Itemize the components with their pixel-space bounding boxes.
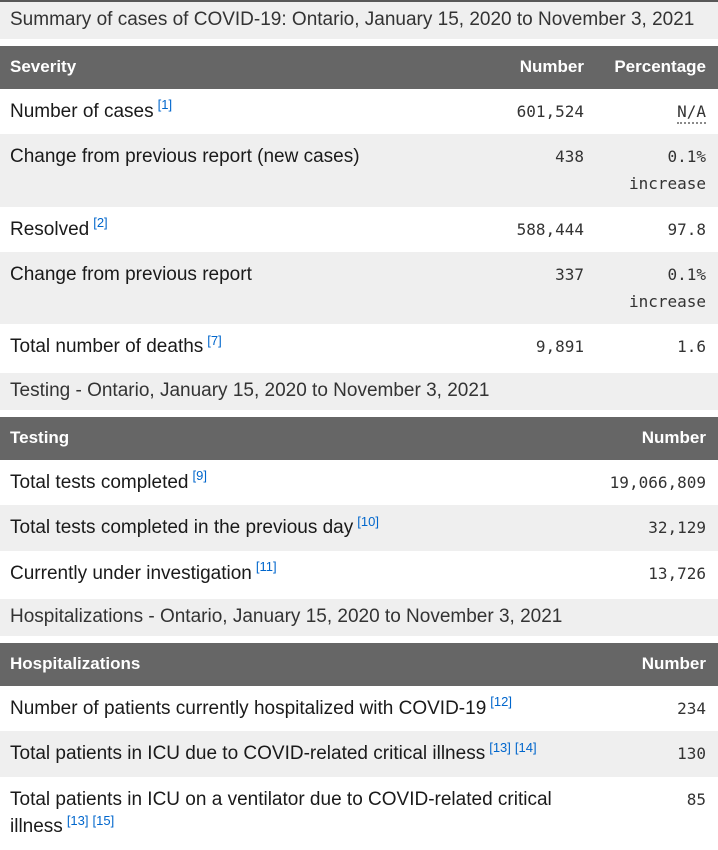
number-value: 19,066,809: [609, 472, 706, 492]
table-row: Currently under investigation [11] 13,726: [0, 551, 718, 597]
footnote-link[interactable]: [9]: [192, 468, 207, 484]
column-header: Number: [588, 642, 718, 686]
number-value: 601,524: [516, 101, 584, 121]
number-value: 85: [686, 789, 706, 809]
hospitalizations-table: Hospitalizations Number Number of patient…: [0, 642, 718, 850]
row-label: Total number of deaths [7]: [10, 333, 222, 358]
footnote-link[interactable]: [12]: [490, 694, 512, 710]
footnote-link[interactable]: [13]: [66, 813, 89, 829]
table-row: Total number of deaths [7] 9,891 1.6: [0, 324, 718, 370]
column-header: Severity: [0, 45, 478, 89]
percentage-value: 0.1% increase: [596, 252, 718, 324]
percentage-value: 1.6: [677, 337, 706, 357]
row-label: Change from previous report: [10, 264, 252, 286]
severity-table: Severity Number Percentage Number of cases…: [0, 45, 718, 370]
percentage-value: 0.1% increase: [596, 134, 718, 206]
footnote-link[interactable]: [2]: [93, 215, 108, 231]
footnote-link[interactable]: [1]: [157, 97, 173, 113]
number-value: 32,129: [648, 518, 706, 538]
table-header-row: Testing Number: [0, 416, 718, 460]
row-label: Resolved [2]: [10, 215, 108, 240]
number-value: 234: [677, 698, 706, 718]
number-value: 130: [677, 744, 706, 764]
row-label: Total tests completed [9]: [10, 468, 207, 493]
table-row: Resolved [2] 588,444 97.8: [0, 207, 718, 253]
percentage-note: increase: [628, 174, 706, 194]
number-value: 337: [555, 265, 584, 285]
footnote-link[interactable]: [13]: [489, 739, 511, 755]
row-label: Total patients in ICU due to COVID-relat…: [10, 739, 537, 765]
footnote-link[interactable]: [14]: [514, 739, 537, 755]
number-value: 13,726: [648, 563, 706, 583]
table-row: Number of patients currently hospitalize…: [0, 686, 718, 732]
table-row: Total tests completed in the previous da…: [0, 505, 718, 551]
column-header: Number: [588, 416, 718, 460]
column-header: Number: [478, 45, 596, 89]
row-label: Total patients in ICU on a ventilator du…: [10, 788, 552, 838]
section-heading-summary: Summary of cases of COVID-19: Ontario, J…: [0, 2, 718, 39]
footnote-link[interactable]: [7]: [207, 333, 222, 349]
column-header: Percentage: [596, 45, 718, 89]
footnote-link[interactable]: [11]: [255, 559, 277, 575]
row-label: Number of cases [1]: [10, 97, 173, 122]
footnote-link[interactable]: [10]: [357, 513, 379, 529]
table-row: Total patients in ICU on a ventilator du…: [0, 777, 718, 850]
table-row: Total tests completed [9] 19,066,809: [0, 460, 718, 506]
section-heading-hospitalizations: Hospitalizations - Ontario, January 15, …: [0, 599, 718, 636]
row-label: Change from previous report (new cases): [10, 146, 360, 168]
table-row: Change from previous report 337 0.1% increa…: [0, 252, 718, 325]
footnote-link[interactable]: [15]: [92, 813, 115, 829]
table-row: Total patients in ICU due to COVID-relat…: [0, 731, 718, 777]
column-header: Hospitalizations: [0, 642, 588, 686]
na-abbreviation: N/A: [677, 101, 706, 124]
section-heading-testing: Testing - Ontario, January 15, 2020 to N…: [0, 372, 718, 410]
number-value: 588,444: [516, 219, 584, 239]
table-header-row: Hospitalizations Number: [0, 642, 718, 686]
row-label: Total tests completed in the previous da…: [10, 513, 379, 539]
row-label: Number of patients currently hospitalize…: [10, 694, 512, 719]
row-label: Currently under investigation [11]: [10, 559, 277, 584]
number-value: 438: [555, 147, 584, 167]
percentage-note: increase: [628, 292, 706, 312]
table-row: Change from previous report (new cases) 4…: [0, 134, 718, 207]
table-header-row: Severity Number Percentage: [0, 45, 718, 89]
column-header: Testing: [0, 416, 588, 460]
table-row: Number of cases [1] 601,524 N/A: [0, 89, 718, 135]
testing-table: Testing Number Total tests completed [9] 19…: [0, 416, 718, 597]
number-value: 9,891: [535, 337, 584, 357]
percentage-value: N/A: [596, 89, 718, 135]
percentage-value: 97.8: [667, 219, 706, 239]
